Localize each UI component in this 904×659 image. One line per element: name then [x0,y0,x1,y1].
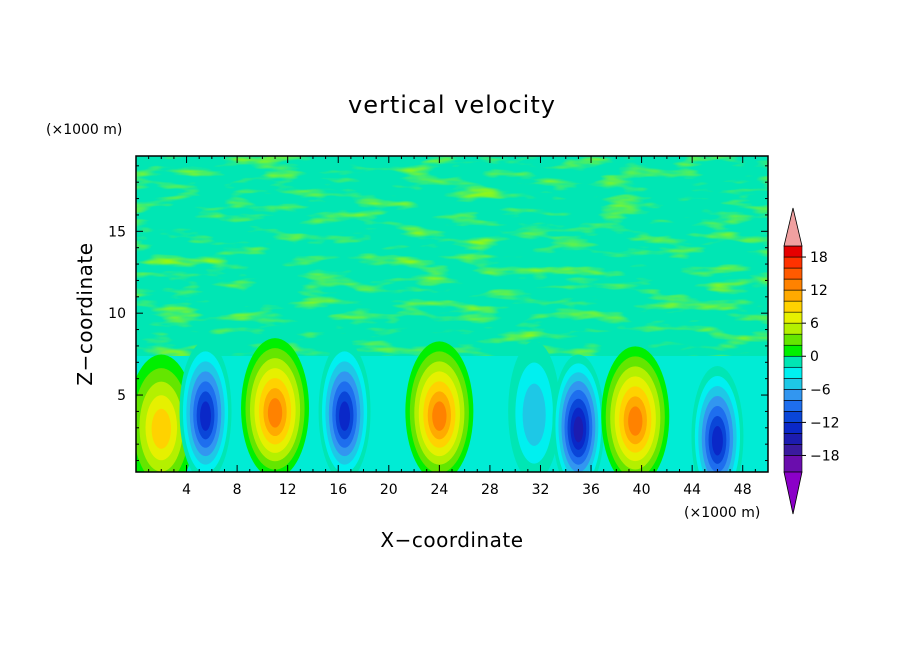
colorbar-segment-15 [783,289,803,302]
colorbar-segment-13 [783,311,803,324]
colorbar-segment-0 [783,455,803,473]
x-axis: 4 8 12 16 20 24 28 32 36 40 44 48 [148,156,756,498]
y-tick-label-2: 15 [108,224,126,240]
cell-8 [691,366,744,472]
plot-area [136,156,768,472]
cell-0 [136,354,196,472]
convective-cells [136,338,744,472]
chart-title: vertical velocity [348,91,556,119]
colorbar-segment-8 [783,366,803,379]
colorbar-segment-9 [783,355,803,368]
cell-2-contour-7 [267,398,283,428]
x-tick-label-10: 44 [683,482,701,498]
colorbar-extend-low [783,471,803,515]
colorbar-segment-10 [783,344,803,357]
y-axis: 5 10 15 [108,165,768,462]
cell-7-contour-7 [628,406,643,436]
cell-4-contour-7 [432,401,447,431]
x-tick-label-9: 40 [633,482,651,498]
cell-3 [318,341,371,472]
cell-4 [405,341,474,472]
cell-2 [241,338,310,472]
x-tick-label-6: 28 [481,482,499,498]
x-tick-label-3: 16 [329,482,347,498]
y-tick-label-1: 10 [108,306,126,322]
colorbar-segment-7 [783,377,803,390]
x-tick-label-7: 32 [532,482,550,498]
colorbar-segment-2 [783,433,803,445]
x-tick-label-4: 20 [380,482,398,498]
colorbar-segment-6 [783,389,803,401]
colorbar-segment-18 [783,256,803,269]
colorbar-segment-3 [783,422,803,434]
y-axis-title: Z−coordinate [73,242,97,385]
colorbar-segment-19 [783,245,803,258]
colorbar-tick-label-6: −18 [810,448,840,464]
colorbar-tick-label-1: 12 [810,283,828,299]
x-tick-label-5: 24 [430,482,448,498]
x-tick-label-0: 4 [182,482,191,498]
colorbar-tick-label-2: 6 [810,316,819,332]
cell-1-contour-7 [200,401,211,431]
y-unit-label: (×1000 m) [46,122,122,138]
x-tick-label-2: 12 [279,482,297,498]
x-unit-label: (×1000 m) [684,505,760,521]
colorbar-segment-5 [783,400,803,412]
cell-5-contour-3 [522,383,546,446]
x-tick-label-1: 8 [233,482,242,498]
colorbar: 18 12 6 0 −6 −12 −18 [783,207,840,515]
x-axis-title: X−coordinate [380,528,523,552]
x-tick-label-11: 48 [734,482,752,498]
colorbar-segment-1 [783,444,803,456]
cell-1 [179,341,232,472]
cell-8-contour-7 [711,425,723,456]
colorbar-extend-high [783,207,803,247]
colorbar-tick-label-4: −6 [810,382,831,398]
colorbar-tick-label-3: 0 [810,349,819,365]
y-tick-label-0: 5 [117,388,126,404]
cell-7 [601,346,670,472]
colorbar-tick-label-0: 18 [810,250,828,266]
colorbar-tick-label-5: −12 [810,415,840,431]
colorbar-segment-11 [783,333,803,346]
cell-5 [508,341,561,472]
cell-6 [552,354,605,472]
x-tick-label-8: 36 [582,482,600,498]
colorbar-segment-17 [783,267,803,280]
cell-0-contour-5 [151,408,171,449]
upper-turbulence-texture [136,156,768,356]
colorbar-segment-14 [783,300,803,313]
cell-3-contour-7 [339,401,351,431]
colorbar-segment-16 [783,278,803,291]
colorbar-segment-4 [783,411,803,423]
colorbar-segment-12 [783,322,803,335]
cell-6-contour-8 [573,416,584,443]
